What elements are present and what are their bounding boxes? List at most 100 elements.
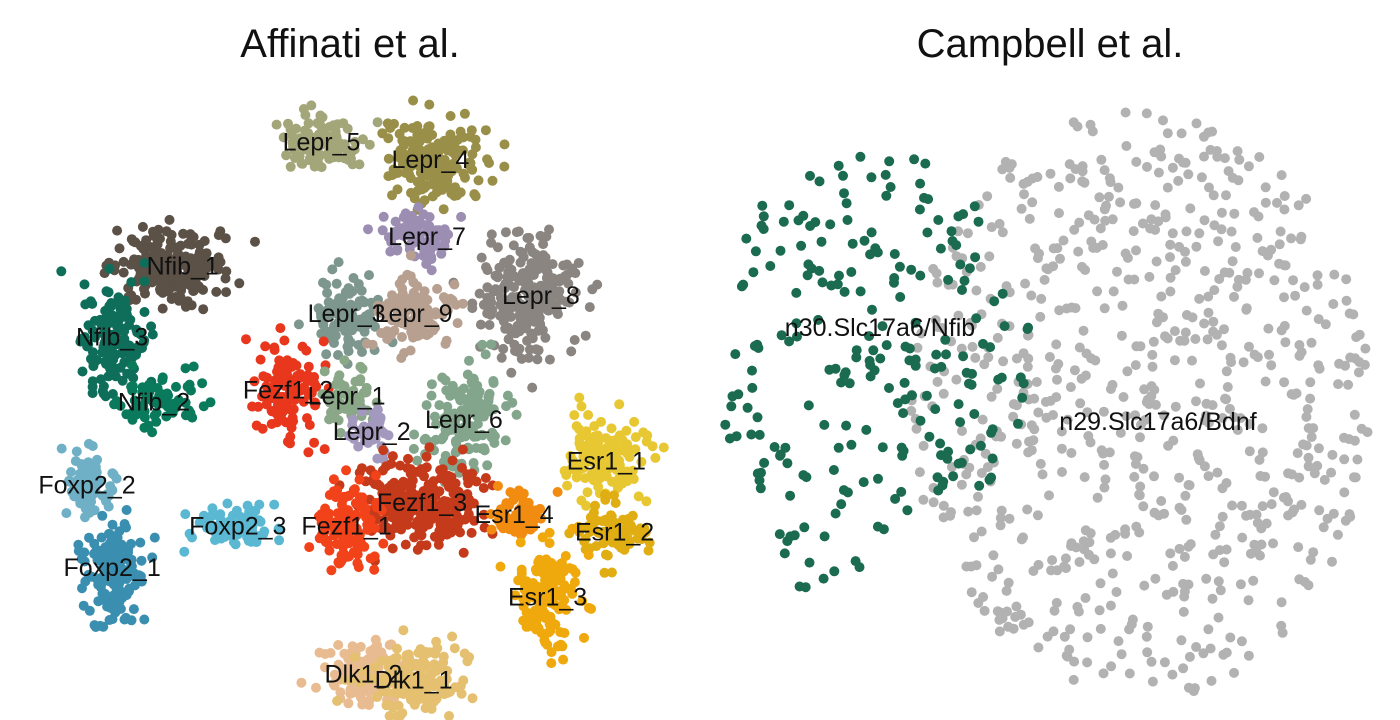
point-n30-slc17a6-nfib — [889, 277, 899, 288]
point-n29-slc17a6-bdnf — [1251, 509, 1262, 520]
point-lepr-6 — [412, 455, 423, 466]
point-n29-slc17a6-bdnf — [1293, 542, 1304, 553]
point-lepr-9 — [367, 339, 378, 350]
point-esr1-3 — [559, 628, 570, 638]
point-n30-slc17a6-nfib — [756, 467, 766, 478]
point-nfib-3 — [56, 266, 67, 277]
point-lepr-8 — [569, 335, 580, 345]
point-n29-slc17a6-bdnf — [1122, 551, 1133, 561]
point-n29-slc17a6-bdnf — [1156, 496, 1167, 506]
point-n29-slc17a6-bdnf — [1161, 589, 1172, 600]
point-n30-slc17a6-nfib — [765, 261, 776, 271]
point-lepr-8 — [566, 346, 577, 357]
point-lepr-8 — [522, 306, 533, 317]
point-n29-slc17a6-bdnf — [1075, 398, 1086, 409]
point-n29-slc17a6-bdnf — [1165, 239, 1176, 250]
point-n30-slc17a6-nfib — [791, 287, 802, 298]
point-n29-slc17a6-bdnf — [1027, 197, 1038, 208]
point-fezf1-1 — [304, 542, 315, 553]
point-n30-slc17a6-nfib — [922, 227, 933, 238]
point-n29-slc17a6-bdnf — [1178, 578, 1189, 589]
point-nfib-3 — [103, 371, 114, 382]
point-n29-slc17a6-bdnf — [977, 414, 988, 425]
cluster-label-esr1-2: Esr1_2 — [575, 519, 654, 547]
point-dlk1-1 — [444, 711, 454, 720]
point-n30-slc17a6-nfib — [935, 438, 946, 449]
point-n29-slc17a6-bdnf — [1008, 399, 1019, 410]
point-n29-slc17a6-bdnf — [1107, 214, 1118, 225]
point-n29-slc17a6-bdnf — [1302, 404, 1313, 415]
point-lepr-9 — [397, 283, 408, 294]
point-n30-slc17a6-nfib — [832, 279, 843, 290]
point-dlk1-1 — [387, 702, 398, 713]
point-lepr-3 — [364, 270, 374, 281]
point-n29-slc17a6-bdnf — [966, 587, 977, 598]
point-lepr-2 — [378, 453, 389, 464]
point-n29-slc17a6-bdnf — [1180, 327, 1191, 338]
point-n30-slc17a6-nfib — [884, 156, 895, 167]
point-lepr-8 — [529, 282, 540, 293]
point-esr1-3 — [583, 550, 594, 560]
point-nfib-1 — [250, 236, 260, 247]
point-n29-slc17a6-bdnf — [1121, 141, 1132, 151]
point-lepr-4 — [419, 195, 430, 206]
point-lepr-4 — [499, 139, 510, 150]
point-lepr-3 — [293, 319, 304, 330]
point-n29-slc17a6-bdnf — [1159, 410, 1169, 421]
point-esr1-1 — [650, 452, 661, 463]
point-n29-slc17a6-bdnf — [1360, 343, 1371, 354]
point-lepr-8 — [540, 301, 551, 312]
point-foxp2-3 — [254, 515, 264, 526]
point-n29-slc17a6-bdnf — [1339, 454, 1350, 465]
point-lepr-3 — [353, 340, 364, 350]
point-dlk1-2 — [345, 684, 356, 695]
point-n29-slc17a6-bdnf — [1269, 275, 1280, 286]
cluster-label-fezf1-3: Fezf1_3 — [377, 489, 467, 517]
point-nfib-1 — [211, 286, 222, 297]
point-lepr-8 — [518, 252, 529, 263]
point-foxp2-1 — [90, 622, 101, 632]
point-n29-slc17a6-bdnf — [1165, 272, 1176, 283]
point-foxp2-2 — [87, 441, 98, 451]
point-n30-slc17a6-nfib — [731, 431, 742, 442]
point-lepr-9 — [412, 281, 423, 292]
point-n29-slc17a6-bdnf — [1086, 353, 1097, 364]
point-lepr-9 — [376, 328, 387, 338]
point-lepr-8 — [504, 254, 515, 265]
point-n30-slc17a6-nfib — [986, 427, 997, 438]
point-lepr-6 — [455, 395, 466, 406]
point-fezf1-2 — [303, 447, 314, 458]
point-n29-slc17a6-bdnf — [1060, 553, 1071, 564]
point-n29-slc17a6-bdnf — [1064, 159, 1075, 170]
point-n30-slc17a6-nfib — [894, 261, 905, 272]
point-n29-slc17a6-bdnf — [1199, 151, 1209, 162]
point-n29-slc17a6-bdnf — [1260, 376, 1271, 387]
cluster-label-lepr-6: Lepr_6 — [425, 406, 503, 434]
point-n29-slc17a6-bdnf — [1207, 593, 1218, 604]
point-lepr-9 — [391, 298, 402, 309]
point-lepr-2 — [367, 418, 378, 429]
cluster-points-lepr-7 — [363, 202, 467, 276]
point-n29-slc17a6-bdnf — [911, 423, 922, 434]
point-n29-slc17a6-bdnf — [1306, 432, 1317, 442]
point-n29-slc17a6-bdnf — [951, 251, 962, 262]
point-fezf1-3 — [404, 478, 415, 489]
point-n30-slc17a6-nfib — [997, 288, 1008, 299]
point-lepr-6 — [440, 424, 451, 435]
point-n29-slc17a6-bdnf — [1348, 309, 1359, 320]
point-n29-slc17a6-bdnf — [1212, 467, 1223, 478]
cluster-label-nfib-3: Nfib_3 — [76, 324, 148, 352]
point-lepr-4 — [383, 133, 394, 144]
point-n29-slc17a6-bdnf — [1272, 197, 1282, 208]
point-n29-slc17a6-bdnf — [1276, 597, 1287, 608]
point-esr1-3 — [515, 537, 526, 548]
point-n30-slc17a6-nfib — [819, 419, 830, 430]
point-n29-slc17a6-bdnf — [1096, 154, 1107, 165]
point-n29-slc17a6-bdnf — [1248, 575, 1259, 586]
point-esr1-1 — [597, 446, 608, 457]
point-foxp2-1 — [135, 537, 146, 548]
point-lepr-8 — [504, 303, 515, 314]
point-n30-slc17a6-nfib — [747, 382, 758, 393]
point-n29-slc17a6-bdnf — [1174, 472, 1185, 483]
point-n29-slc17a6-bdnf — [1065, 173, 1076, 184]
